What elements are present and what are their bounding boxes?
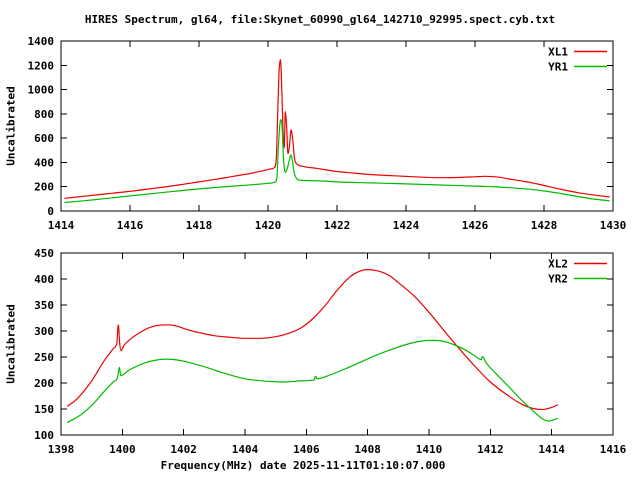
y-tick-label: 800 bbox=[34, 108, 54, 121]
x-tick-label: 1408 bbox=[354, 443, 381, 456]
y-tick-label: 350 bbox=[34, 299, 54, 312]
y-tick-label: 1000 bbox=[28, 84, 55, 97]
x-tick-label: 1416 bbox=[600, 443, 627, 456]
y-tick-label: 400 bbox=[34, 156, 54, 169]
x-tick-label: 1404 bbox=[232, 443, 259, 456]
series-YR1-curve bbox=[64, 119, 610, 204]
series-XL2-curve bbox=[66, 268, 559, 411]
legend-label-XL1: XL1 bbox=[548, 46, 568, 59]
legend-label-YR1: YR1 bbox=[548, 61, 568, 74]
x-tick-label: 1412 bbox=[477, 443, 504, 456]
y-tick-label: 200 bbox=[34, 181, 54, 194]
y-tick-label: 200 bbox=[34, 377, 54, 390]
plot-border bbox=[60, 40, 614, 212]
x-tick-label: 1414 bbox=[48, 219, 75, 232]
legend-label-XL2: XL2 bbox=[548, 258, 568, 271]
x-tick-label: 1418 bbox=[186, 219, 213, 232]
x-tick-label: 1416 bbox=[117, 219, 144, 232]
x-tick-label: 1420 bbox=[255, 219, 282, 232]
y-tick-label: 250 bbox=[34, 351, 54, 364]
x-tick-label: 1424 bbox=[393, 219, 420, 232]
x-tick-label: 1400 bbox=[109, 443, 136, 456]
x-axis-label: Frequency(MHz) date 2025-11-11T01:10:07.… bbox=[160, 459, 446, 472]
x-tick-label: 1428 bbox=[531, 219, 558, 232]
x-tick-label: 1410 bbox=[416, 443, 443, 456]
y-tick-label: 0 bbox=[47, 205, 54, 218]
x-tick-label: 1422 bbox=[324, 219, 351, 232]
x-tick-label: 1426 bbox=[462, 219, 489, 232]
y-tick-label: 100 bbox=[34, 429, 54, 442]
x-tick-label: 1402 bbox=[170, 443, 197, 456]
chart-title: HIRES Spectrum, gl64, file:Skynet_60990_… bbox=[84, 13, 556, 26]
y-tick-label: 400 bbox=[34, 273, 54, 286]
plot-border bbox=[60, 252, 614, 436]
legend-label-YR2: YR2 bbox=[548, 273, 568, 286]
y-tick-label: 1200 bbox=[28, 59, 55, 72]
y-tick-label: 450 bbox=[34, 247, 54, 260]
x-tick-label: 1406 bbox=[293, 443, 320, 456]
series-XL1-curve bbox=[64, 58, 610, 199]
y-tick-label: 300 bbox=[34, 325, 54, 338]
x-tick-label: 1414 bbox=[538, 443, 565, 456]
x-tick-label: 1430 bbox=[600, 219, 627, 232]
y-tick-label: 1400 bbox=[28, 35, 55, 48]
series-YR2-curve bbox=[66, 339, 558, 424]
x-tick-label: 1398 bbox=[48, 443, 75, 456]
y-tick-label: 150 bbox=[34, 403, 54, 416]
y-tick-label: 600 bbox=[34, 132, 54, 145]
